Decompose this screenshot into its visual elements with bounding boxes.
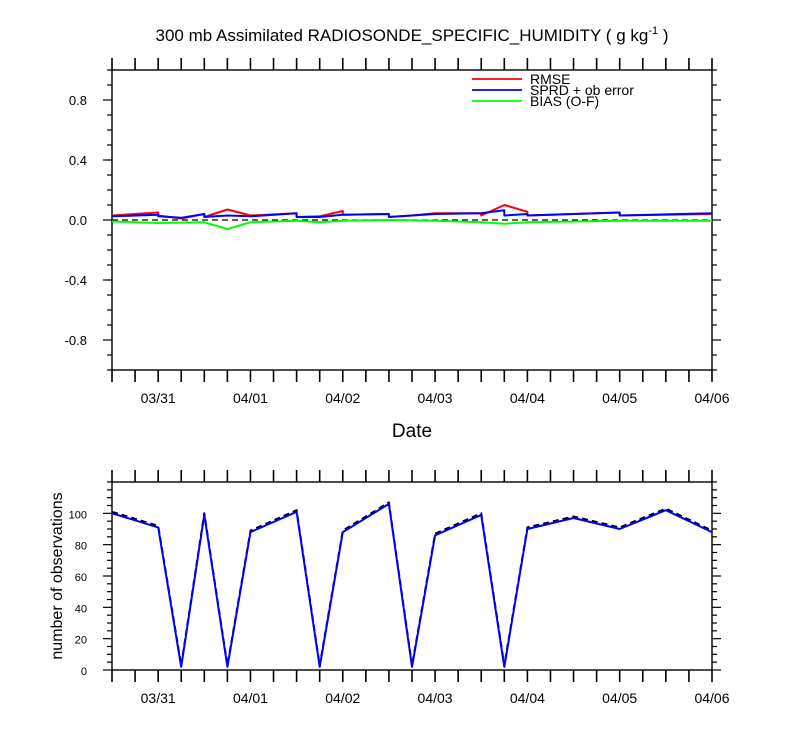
- bottom-y-tick-label: 0: [81, 666, 87, 678]
- top-series-group: [111, 204, 713, 230]
- top-y-tick-label: 0.8: [69, 93, 87, 108]
- top-x-axis-title: Date: [392, 421, 432, 442]
- top-axis-ticks: 03/31 04/01 04/02 04/03 04/04 04/05 04/06 -0.8 -…: [65, 58, 730, 406]
- chart-title-close: ): [658, 26, 668, 45]
- bottom-x-tick-label: 04/04: [510, 690, 545, 706]
- top-x-tick-label: 04/03: [418, 390, 453, 406]
- bottom-x-tick-label: 04/03: [418, 690, 453, 706]
- bottom-x-tick-label: 04/06: [694, 690, 729, 706]
- bottom-y-tick-label: 60: [75, 572, 87, 584]
- top-series-sprd-ob-error: [111, 209, 713, 219]
- legend-label: RMSE: [530, 71, 570, 87]
- bottom-series-assimilated: [111, 502, 713, 668]
- bottom-series-possible: [111, 501, 713, 667]
- top-y-tick-label: 0.0: [69, 213, 87, 228]
- bottom-y-axis-title: number of observations: [49, 492, 66, 659]
- bottom-series-group: [111, 501, 713, 668]
- legend-label: SPRD + ob error: [530, 82, 634, 98]
- legend-label: BIAS (O-F): [530, 93, 599, 109]
- bottom-x-tick-label: 04/02: [325, 690, 360, 706]
- bottom-x-tick-label: 03/31: [141, 690, 176, 706]
- top-x-tick-label: 04/06: [694, 390, 729, 406]
- top-x-tick-label: 04/05: [602, 390, 637, 406]
- bottom-y-tick-label: 80: [75, 541, 87, 553]
- top-x-tick-label: 03/31: [141, 390, 176, 406]
- bottom-axis-ticks: 03/31 04/01 04/02 04/03 04/04 04/05 04/06 0 20 40…: [69, 470, 730, 706]
- chart-title: 300 mb Assimilated RADIOSONDE_SPECIFIC_H…: [156, 25, 669, 45]
- bottom-y-tick-label: 40: [75, 603, 87, 615]
- top-y-tick-label: 0.4: [69, 153, 87, 168]
- top-y-tick-label: -0.4: [65, 273, 87, 288]
- chart-title-exponent: -1: [648, 25, 658, 37]
- top-series-bias-o-f: [111, 219, 712, 230]
- bottom-x-tick-label: 04/01: [233, 690, 268, 706]
- bottom-y-tick-label: 20: [75, 635, 87, 647]
- top-y-tick-label: -0.8: [65, 333, 87, 348]
- chart-title-main: 300 mb Assimilated RADIOSONDE_SPECIFIC_H…: [156, 26, 649, 45]
- top-x-tick-label: 04/02: [325, 390, 360, 406]
- bottom-plot-frame: [111, 481, 713, 671]
- top-x-tick-label: 04/01: [233, 390, 268, 406]
- bottom-x-tick-label: 04/05: [602, 690, 637, 706]
- bottom-y-tick-label: 100: [69, 509, 87, 521]
- top-x-tick-label: 04/04: [510, 390, 545, 406]
